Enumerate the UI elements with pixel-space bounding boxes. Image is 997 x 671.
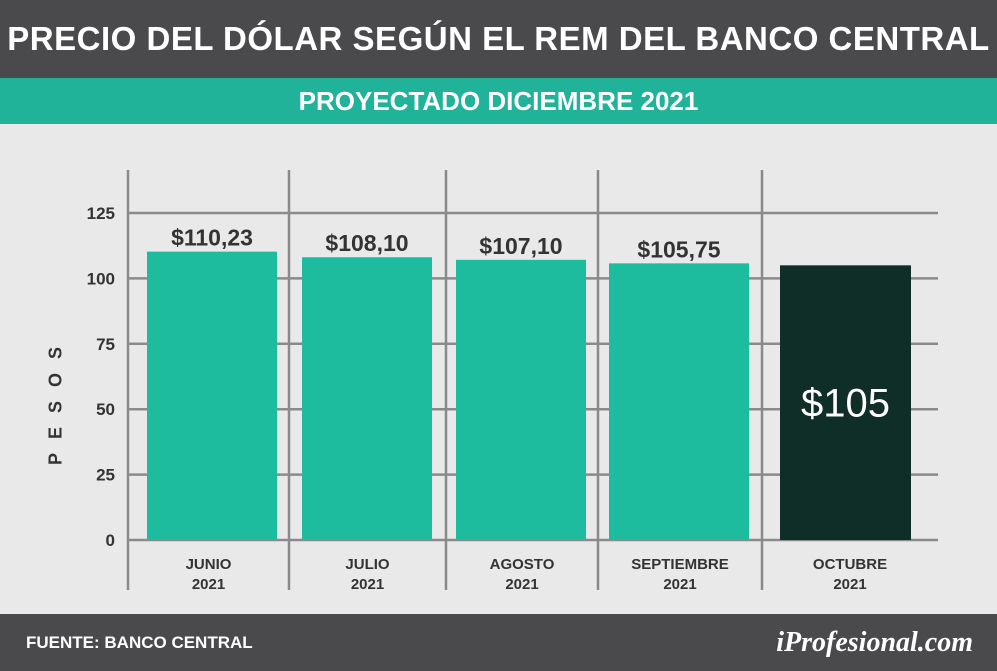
bar-julio xyxy=(302,257,432,540)
footer: FUENTE: BANCO CENTRAL iProfesional.com xyxy=(0,614,997,671)
x-tick-label: 2021 xyxy=(351,576,384,593)
value-label: $110,23 xyxy=(171,225,253,251)
x-tick-label: JULIO xyxy=(345,556,390,573)
y-tick-label: 25 xyxy=(96,466,115,485)
value-label: $107,10 xyxy=(479,233,562,259)
x-tick-label: 2021 xyxy=(192,576,225,593)
value-label: $105 xyxy=(801,382,890,426)
bar-octubre xyxy=(780,265,911,540)
x-tick-label: 2021 xyxy=(833,576,866,593)
y-tick-label: 75 xyxy=(96,335,115,354)
y-tick-label: 0 xyxy=(106,531,115,550)
bar-agosto xyxy=(456,259,586,540)
bar-junio xyxy=(147,251,277,541)
value-label: $108,10 xyxy=(325,230,408,256)
chart-title: PRECIO DEL DÓLAR SEGÚN EL REM DEL BANCO … xyxy=(0,0,997,78)
x-tick-label: 2021 xyxy=(505,576,538,593)
y-tick-label: 125 xyxy=(87,204,115,223)
x-tick-label: AGOSTO xyxy=(490,556,555,573)
bar-septiembre xyxy=(609,263,749,540)
chart-area: PESOS 0 25 50 75 100 125 $110,23 JUNIO 2021 $108,… xyxy=(0,124,997,614)
chart-subtitle: PROYECTADO DICIEMBRE 2021 xyxy=(0,78,997,124)
bar-chart: 0 25 50 75 100 125 $110,23 JUNIO 2021 $108,10 JULI… xyxy=(87,170,938,593)
value-label: $105,75 xyxy=(637,236,720,262)
y-tick-label: 100 xyxy=(87,269,115,288)
x-tick-label: SEPTIEMBRE xyxy=(631,556,729,573)
x-tick-label: 2021 xyxy=(663,576,696,593)
source-label: FUENTE: BANCO CENTRAL xyxy=(26,632,253,652)
x-tick-label: JUNIO xyxy=(186,556,232,573)
y-tick-label: 50 xyxy=(96,400,115,419)
x-tick-label: OCTUBRE xyxy=(813,556,887,573)
brand-logo: iProfesional.com xyxy=(776,626,973,658)
